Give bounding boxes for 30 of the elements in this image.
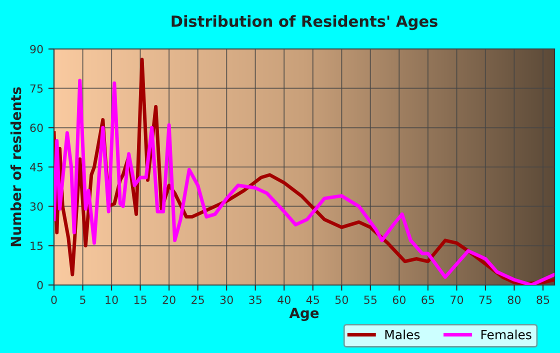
x-axis-title: Age bbox=[289, 308, 319, 321]
x-tick-label: 5 bbox=[80, 296, 86, 304]
x-tick-label: 25 bbox=[192, 296, 204, 304]
y-tick-label: 0 bbox=[37, 280, 43, 290]
y-tick-label: 15 bbox=[30, 242, 43, 250]
y-tick-label: 75 bbox=[30, 84, 43, 93]
y-axis-title: Number of residents bbox=[10, 87, 22, 246]
legend-label: Females bbox=[481, 330, 532, 340]
x-tick-label: 30 bbox=[220, 296, 233, 304]
x-tick-label: 70 bbox=[450, 296, 464, 304]
x-tick-label: 55 bbox=[364, 296, 377, 304]
y-tick-label: 90 bbox=[30, 44, 43, 54]
legend-label: Males bbox=[385, 330, 420, 340]
x-tick-label: 85 bbox=[536, 296, 550, 304]
x-tick-label: 40 bbox=[278, 296, 290, 304]
y-tick-label: 45 bbox=[30, 163, 43, 172]
x-tick-label: 15 bbox=[134, 296, 146, 304]
x-tick-label: 10 bbox=[106, 296, 118, 304]
x-tick-label: 45 bbox=[306, 296, 319, 304]
x-tick-label: 80 bbox=[508, 296, 521, 304]
x-tick-label: 50 bbox=[335, 296, 348, 304]
x-tick-label: 60 bbox=[392, 296, 406, 304]
chart-title: Distribution of Residents' Ages bbox=[172, 15, 438, 30]
x-tick-label: 75 bbox=[479, 296, 492, 304]
x-tick-label: 0 bbox=[51, 296, 57, 304]
y-tick-label: 60 bbox=[30, 124, 43, 132]
x-tick-label: 35 bbox=[249, 296, 262, 304]
y-tick-label: 30 bbox=[30, 202, 43, 211]
x-tick-label: 20 bbox=[162, 296, 176, 304]
x-tick-label: 65 bbox=[422, 296, 434, 304]
